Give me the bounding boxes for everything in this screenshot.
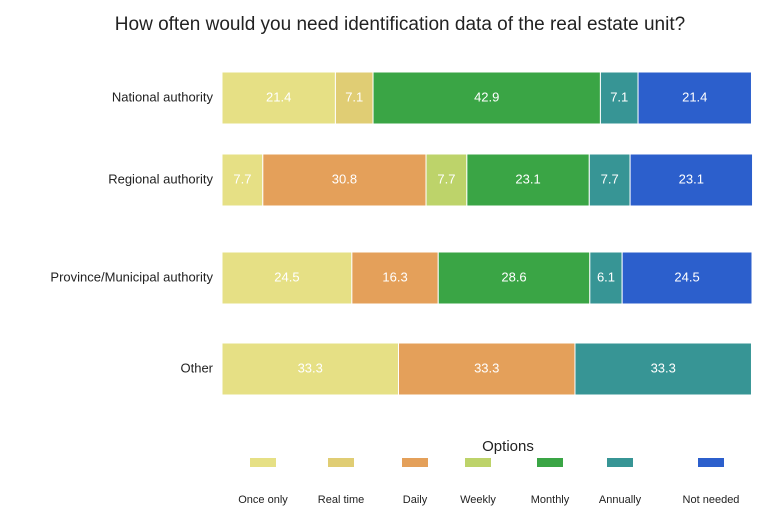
data-label: 30.8 — [332, 171, 357, 186]
legend-title: Options — [482, 438, 534, 455]
bar-segment — [588, 153, 631, 207]
chart-title: How often would you need identification … — [115, 14, 685, 35]
data-label: 28.6 — [501, 269, 526, 284]
data-label: 42.9 — [474, 89, 499, 104]
data-label: 23.1 — [515, 171, 540, 186]
legend-swatch — [250, 458, 276, 467]
category-label: Regional authority — [108, 171, 213, 186]
bar-segment — [221, 342, 399, 396]
bar-segment — [621, 251, 753, 305]
data-label: 33.3 — [651, 360, 676, 375]
legend-label: Once only — [238, 494, 288, 506]
data-label: 21.4 — [682, 89, 707, 104]
legend-label: Real time — [318, 494, 364, 506]
legend-swatch — [328, 458, 354, 467]
bar-segment — [262, 153, 427, 207]
data-label: 7.7 — [601, 171, 619, 186]
bar-segment — [425, 153, 468, 207]
data-label: 7.1 — [345, 89, 363, 104]
bar-segment — [372, 71, 601, 125]
bar-segment — [334, 71, 374, 125]
category-label: Province/Municipal authority — [50, 269, 213, 284]
bar-segment — [466, 153, 590, 207]
data-label: 16.3 — [382, 269, 407, 284]
data-label: 23.1 — [679, 171, 704, 186]
data-label: 24.5 — [274, 269, 299, 284]
data-label: 21.4 — [266, 89, 291, 104]
legend-label: Daily — [403, 494, 428, 506]
bar-segment — [221, 251, 353, 305]
bar-segment — [574, 342, 752, 396]
legend-label: Weekly — [460, 494, 496, 506]
bar-segment — [629, 153, 754, 207]
legend-swatch — [607, 458, 633, 467]
bar-segment — [637, 71, 752, 125]
category-label: National authority — [112, 89, 214, 104]
legend-label: Annually — [599, 494, 642, 506]
data-label: 33.3 — [474, 360, 499, 375]
legend-swatch — [537, 458, 563, 467]
data-label: 24.5 — [674, 269, 699, 284]
legend-label: Not needed — [683, 494, 740, 506]
bar-segment — [221, 71, 336, 125]
category-label: Other — [180, 360, 213, 375]
data-label: 7.7 — [233, 171, 251, 186]
legend-swatch — [402, 458, 428, 467]
data-label: 6.1 — [597, 269, 615, 284]
data-label: 7.7 — [437, 171, 455, 186]
bar-segment — [397, 342, 576, 396]
bar-segment — [351, 251, 439, 305]
bar-segment — [437, 251, 591, 305]
data-label: 7.1 — [610, 89, 628, 104]
bar-segment — [221, 153, 264, 207]
legend-swatch — [698, 458, 724, 467]
data-label: 33.3 — [298, 360, 323, 375]
legend-label: Monthly — [531, 494, 570, 506]
legend-swatch — [465, 458, 491, 467]
